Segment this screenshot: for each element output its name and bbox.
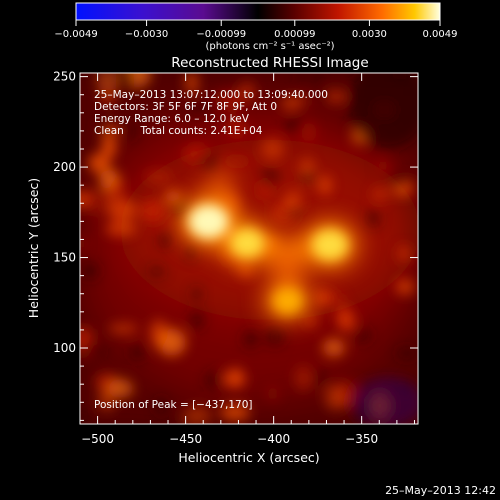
peak-label: Position of Peak = [−437,170] (94, 399, 253, 411)
heatmap-image (80, 73, 418, 424)
x-tick-label: −400 (257, 432, 290, 446)
annotation-energy: Energy Range: 6.0 – 12.0 keV (94, 113, 250, 125)
colorbar-tick-label: −0.00099 (196, 29, 246, 40)
colorbar-tick-label: 0.0049 (423, 29, 458, 40)
x-tick-label: −450 (169, 432, 202, 446)
colorbar-tick-label: 0.0030 (352, 29, 387, 40)
source-core-0 (188, 204, 229, 239)
x-tick-label: −350 (345, 432, 378, 446)
x-axis-label: Heliocentric X (arcsec) (178, 450, 319, 465)
source-core-2 (311, 229, 348, 261)
colorbar-tick-label: 0.00099 (274, 29, 315, 40)
plot-frame (79, 72, 419, 425)
y-axis-label: Heliocentric Y (arcsec) (26, 178, 41, 318)
annotation-detectors: Detectors: 3F 5F 6F 7F 8F 9F, Att 0 (94, 101, 277, 113)
colorbar-tick-label: −0.0049 (54, 29, 97, 40)
timestamp: 25–May–2013 12:42 (385, 484, 496, 497)
x-tick-label: −500 (81, 432, 114, 446)
annotation-time: 25–May–2013 13:07:12.000 to 13:09:40.000 (94, 89, 328, 101)
colorbar-tick-label: −0.0030 (125, 29, 168, 40)
source-core-3 (273, 288, 303, 314)
colorbar (75, 2, 441, 21)
y-tick-label: 100 (53, 341, 76, 355)
colorbar-ticks: −0.0049 −0.0030 −0.00099 0.00099 0.0030 0.004… (54, 20, 458, 40)
annotation-counts: Clean Total counts: 2.41E+04 (94, 125, 263, 137)
y-tick-label: 250 (53, 70, 76, 84)
colorbar-units: (photons cm⁻² s⁻¹ asec⁻²) (205, 41, 334, 52)
axis-ticks: −500 −450 −400 −350 100 150 200 250 (53, 70, 418, 446)
source-core-1 (230, 228, 265, 258)
chart-title: Reconstructed RHESSI Image (171, 55, 368, 71)
y-tick-label: 150 (53, 251, 76, 265)
y-tick-label: 200 (53, 160, 76, 174)
